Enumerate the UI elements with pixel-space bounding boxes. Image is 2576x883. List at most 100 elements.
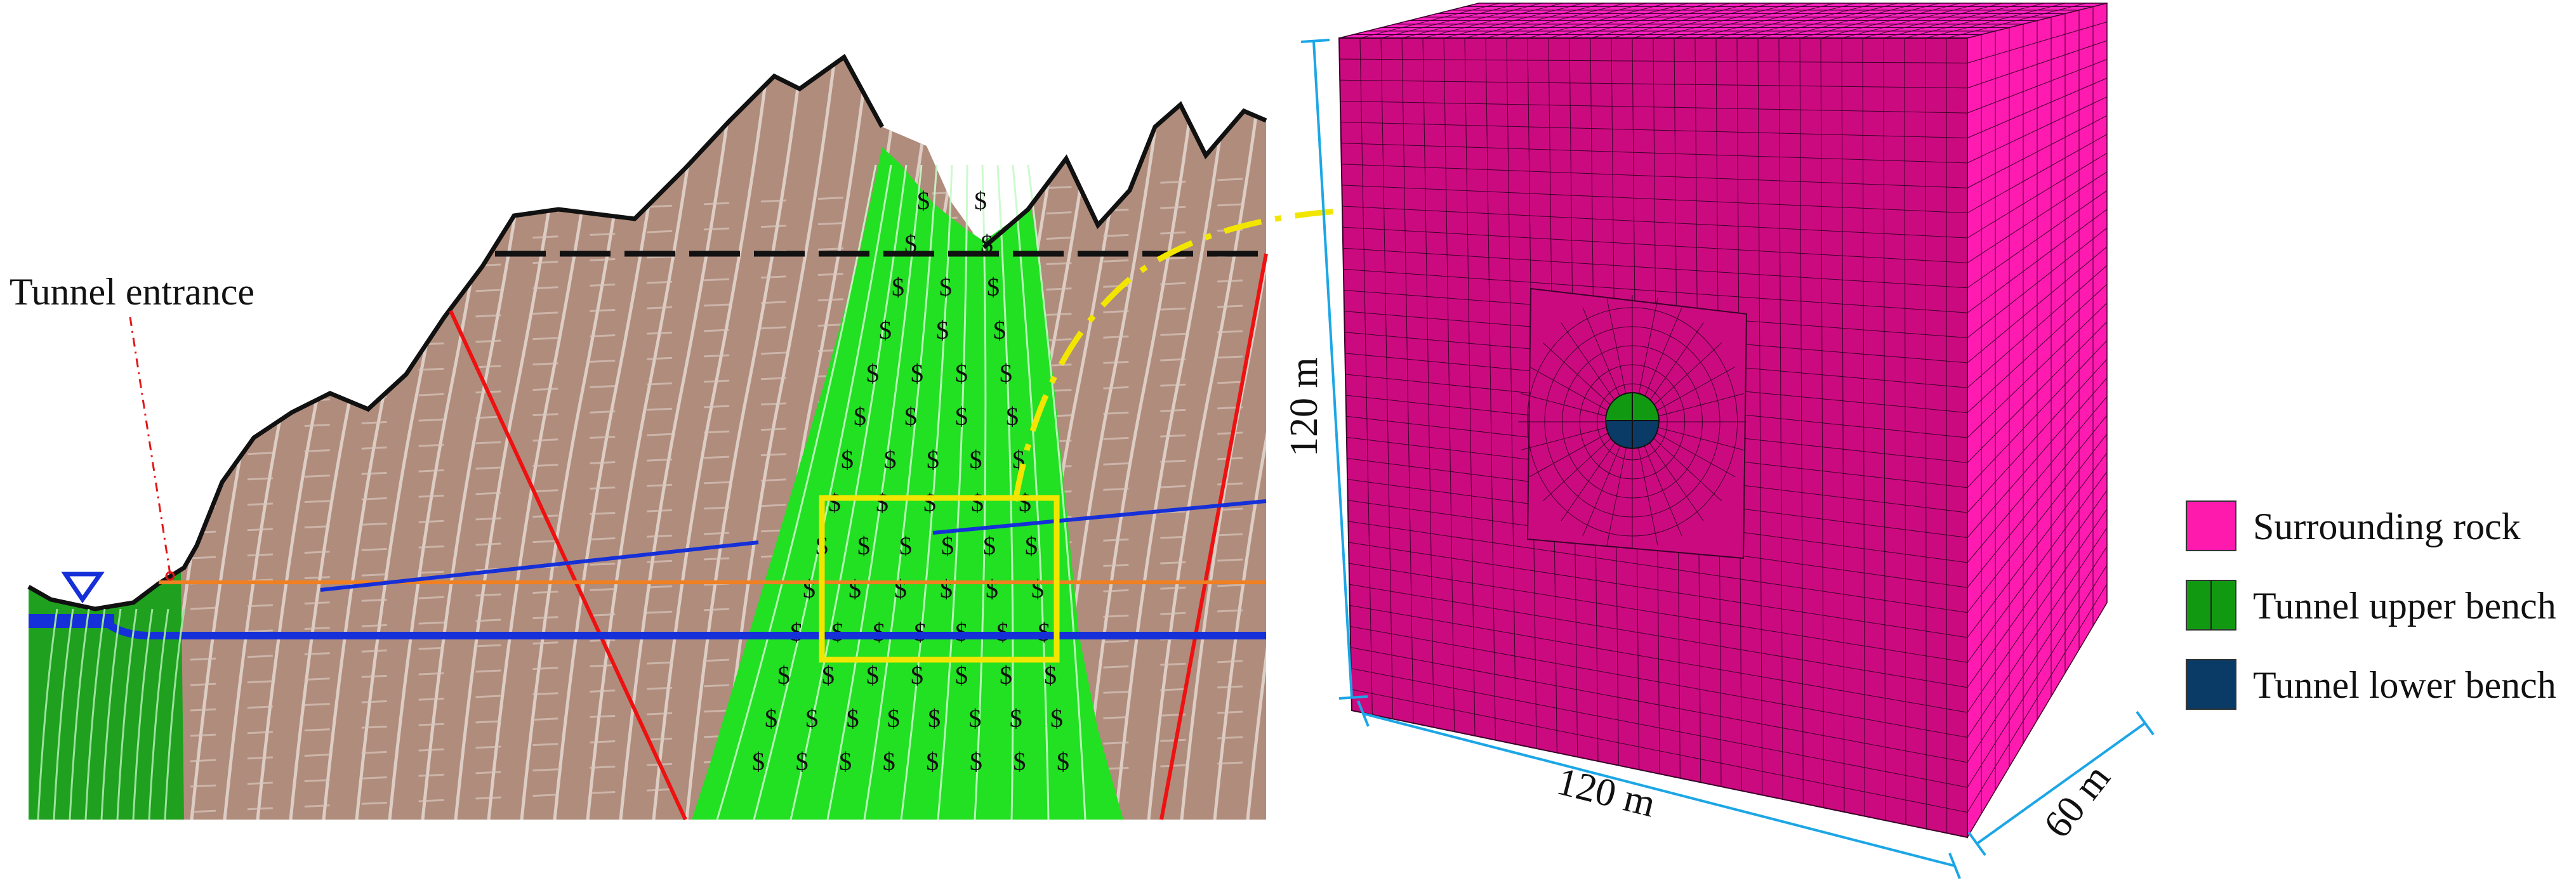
fault-zone-symbol: $ bbox=[1031, 575, 1044, 603]
fault-zone-symbol: $ bbox=[927, 445, 939, 474]
ground-surface-line bbox=[27, 53, 885, 612]
mesh-line bbox=[1340, 122, 1968, 138]
fault-zone-symbol: $ bbox=[983, 532, 996, 560]
mesh-line bbox=[1349, 605, 1968, 713]
stratum-joint bbox=[190, 532, 1266, 585]
mesh-line bbox=[1340, 100, 1968, 114]
mesh-line bbox=[1582, 443, 1622, 537]
mesh-line bbox=[1342, 185, 1968, 214]
entrance-stratum-line bbox=[37, 608, 58, 820]
entrance-stratum-line bbox=[84, 608, 106, 820]
mesh-line bbox=[1967, 96, 2108, 164]
mesh-line bbox=[1967, 415, 2108, 588]
fault-zone-symbol: $ bbox=[911, 359, 923, 388]
fault-zone-symbol: $ bbox=[752, 747, 765, 776]
fault-zone-symbol: $ bbox=[805, 704, 818, 733]
entrance-stratum-line bbox=[164, 608, 185, 820]
fault-zone-symbol: $ bbox=[955, 661, 968, 690]
stratum-joint bbox=[190, 658, 1266, 712]
mesh-line bbox=[1967, 527, 2108, 738]
fault-zone-line bbox=[716, 164, 877, 820]
fault-zone-symbol: $ bbox=[986, 575, 998, 603]
fault-zone-symbol: $ bbox=[970, 747, 982, 776]
fault-zone-symbol: $ bbox=[847, 704, 859, 733]
mesh-line bbox=[1967, 190, 2108, 289]
mesh-line bbox=[1343, 268, 1968, 313]
fault-zone-symbol: $ bbox=[987, 273, 1000, 301]
mesh-line bbox=[1648, 440, 1704, 521]
geological-profile: $ $$ $$ $ $$ $ $$ $ $ $$ $ $ $$ $ $ $ $$ $ $ $ $$ $ $ $ $ $$ $ $ $ $ $… bbox=[10, 53, 1394, 821]
fault-zone bbox=[692, 147, 1123, 820]
entrance-stratum-line bbox=[132, 608, 154, 820]
entrance-leader-line bbox=[129, 317, 171, 575]
fault-zone-symbol: $ bbox=[940, 575, 953, 603]
fault-zone-symbol: $ bbox=[803, 575, 816, 603]
legend-label-lower-bench: Tunnel lower bench bbox=[2253, 664, 2556, 706]
fault-zone-symbol: $ bbox=[879, 316, 892, 344]
mesh-line bbox=[1542, 436, 1613, 502]
mesh-ring bbox=[1579, 364, 1686, 480]
fault-zone-symbol: $ bbox=[866, 661, 879, 690]
borehole-line-2 bbox=[932, 499, 1267, 535]
mesh-line bbox=[1967, 358, 2108, 513]
stratum-joint bbox=[190, 506, 1266, 559]
mesh-line bbox=[1637, 298, 1658, 399]
stratum-line bbox=[718, 63, 836, 820]
mesh-line bbox=[1342, 206, 1968, 239]
mesh-line bbox=[1349, 584, 1968, 688]
stratum-line bbox=[1081, 63, 1199, 820]
fault-zone-symbol: $ bbox=[955, 359, 968, 388]
fault-zone-symbol: $ bbox=[899, 532, 912, 560]
stratum-joint bbox=[190, 709, 1266, 762]
mesh-line bbox=[1343, 247, 1968, 289]
fault-zone-symbol: $ bbox=[1000, 359, 1012, 388]
depth-dimension-label: 60 m bbox=[2035, 757, 2118, 846]
fault-zone-symbol: $ bbox=[777, 661, 790, 690]
mesh-line bbox=[1967, 171, 2108, 263]
entrance-stratum-line bbox=[148, 608, 169, 820]
fault-zone-symbol: $ bbox=[1000, 661, 1012, 690]
fault-zone-symbol: $ bbox=[1019, 488, 1031, 517]
entrance-stratum-line bbox=[69, 608, 90, 820]
mesh-line bbox=[1341, 164, 1968, 188]
water-level-icon bbox=[61, 572, 105, 604]
tunnel-entrance-label: Tunnel entrance bbox=[10, 271, 254, 313]
stratum-joint bbox=[190, 608, 1266, 661]
legend-swatch-surrounding-rock bbox=[2186, 500, 2236, 551]
width-dim-tick-right bbox=[1948, 853, 1961, 879]
mesh-line bbox=[1655, 432, 1736, 478]
fault-zone-symbol: $ bbox=[841, 445, 854, 474]
mesh-line bbox=[1582, 307, 1622, 400]
fault-zone-symbol: $ bbox=[765, 704, 777, 733]
mesh-line bbox=[1529, 432, 1610, 478]
depth-dim-tick-back bbox=[2136, 710, 2155, 736]
fault-zone-symbol: $ bbox=[917, 186, 930, 215]
mesh-ring bbox=[1597, 383, 1668, 461]
mesh-line bbox=[1349, 563, 1968, 663]
mesh-line bbox=[1542, 342, 1613, 407]
mesh-line bbox=[1351, 647, 1968, 763]
stratum-line bbox=[685, 63, 803, 820]
mesh-line bbox=[1967, 433, 2108, 613]
mesh-line bbox=[1967, 584, 2108, 813]
mesh-line bbox=[1651, 342, 1722, 407]
fault-zone-symbol: $ bbox=[904, 402, 917, 431]
mesh-line bbox=[1967, 490, 2108, 688]
mesh-line bbox=[1967, 134, 2108, 214]
fault-zone-symbol: $ bbox=[876, 488, 888, 517]
stratum-joint bbox=[190, 455, 1266, 509]
mesh-line bbox=[1967, 265, 2108, 388]
mesh-line bbox=[1967, 22, 2108, 63]
fault-zone-symbol: $ bbox=[1044, 661, 1057, 690]
fault-zone-symbol: $ bbox=[968, 704, 981, 733]
fault-zone-symbol: $ bbox=[894, 575, 907, 603]
mesh-line bbox=[1967, 565, 2108, 788]
fault-line-right bbox=[1159, 253, 1268, 820]
fault-zone-symbol: $ bbox=[928, 704, 941, 733]
stratum-line bbox=[619, 63, 737, 820]
mesh-ring bbox=[1562, 345, 1703, 499]
height-dimension-line bbox=[1312, 41, 1353, 698]
fault-zone-symbol: $ bbox=[1025, 532, 1038, 560]
fault-zone-symbol: $ bbox=[857, 532, 870, 560]
